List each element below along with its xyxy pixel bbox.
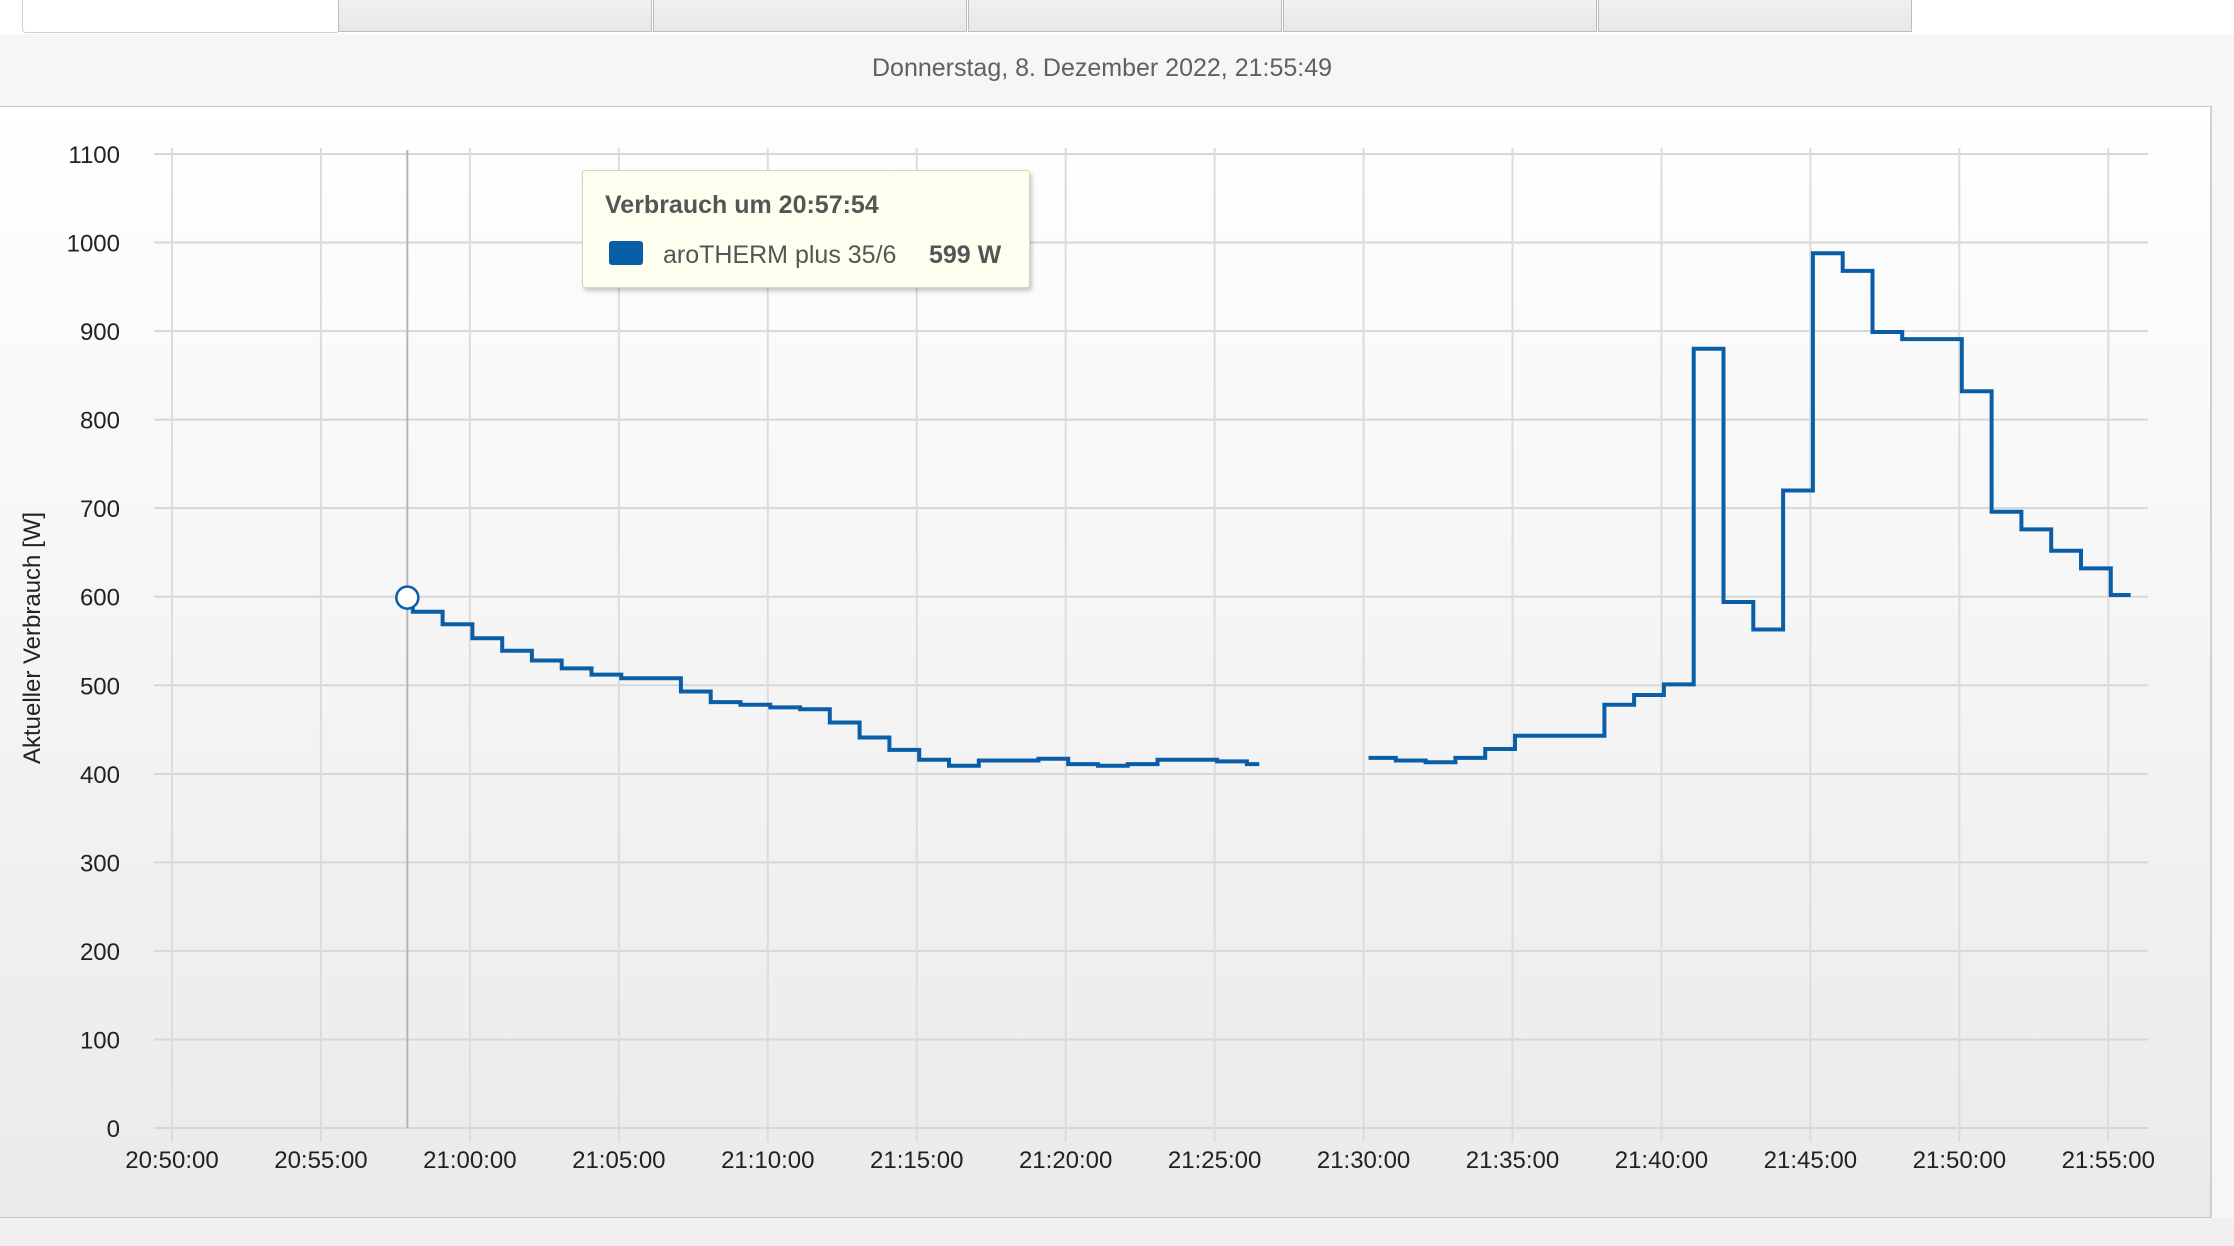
series-line-segment xyxy=(1368,251,2131,765)
y-tick-label: 600 xyxy=(80,585,120,612)
period-tabs xyxy=(338,0,1913,32)
y-tick-label: 1100 xyxy=(68,142,120,169)
y-axis-label: Aktueller Verbrauch [W] xyxy=(19,512,46,764)
chart-timestamp: Donnerstag, 8. Dezember 2022, 21:55:49 xyxy=(871,54,1333,82)
tab-1[interactable] xyxy=(338,0,652,32)
x-tick-label: 21:45:00 xyxy=(1764,1147,1857,1174)
series-swatch xyxy=(609,241,643,265)
y-tick-label: 900 xyxy=(80,319,120,346)
hover-layer xyxy=(395,150,420,1128)
x-tick-label: 21:30:00 xyxy=(1317,1147,1410,1174)
x-tick-label: 21:55:00 xyxy=(2062,1147,2155,1174)
x-tick-label: 20:50:00 xyxy=(125,1147,218,1174)
x-tick-label: 21:05:00 xyxy=(572,1147,665,1174)
y-tick-label: 1000 xyxy=(67,231,120,258)
chart-panel xyxy=(0,106,2212,1218)
x-tick-label: 21:20:00 xyxy=(1019,1147,1112,1174)
series-line-segment xyxy=(407,595,1260,768)
tooltip: Verbrauch um 20:57:54 aroTHERM plus 35/6… xyxy=(582,170,1030,288)
y-tick-label: 300 xyxy=(80,850,120,877)
x-tick-label: 21:40:00 xyxy=(1615,1147,1708,1174)
y-tick-label: 700 xyxy=(80,496,120,523)
bottom-strip xyxy=(0,1218,2234,1246)
tooltip-title: Verbrauch um 20:57:54 xyxy=(605,191,879,219)
x-tick-label: 21:50:00 xyxy=(1913,1147,2006,1174)
y-tick-label: 100 xyxy=(80,1027,120,1054)
x-tick-labels: 20:50:00 20:55:00 21:00:00 21:05:00 21:10:00… xyxy=(125,1147,2155,1174)
x-tick-label: 21:10:00 xyxy=(721,1147,814,1174)
x-tick-label: 21:00:00 xyxy=(423,1147,516,1174)
y-tick-labels: 0 100 200 300 400 500 600 700 800 900 1000 1100 xyxy=(67,142,120,1143)
tab-4[interactable] xyxy=(1283,0,1597,32)
y-tick-label: 800 xyxy=(80,408,120,435)
tab-5[interactable] xyxy=(1598,0,1912,32)
x-tick-label: 21:35:00 xyxy=(1466,1147,1559,1174)
y-tick-label: 200 xyxy=(80,939,120,966)
grid-lines xyxy=(154,148,2148,1142)
tooltip-value: 599 W xyxy=(929,241,1002,269)
range-selector[interactable] xyxy=(22,0,340,33)
x-tick-label: 21:25:00 xyxy=(1168,1147,1261,1174)
y-tick-label: 400 xyxy=(80,762,120,789)
x-tick-label: 21:15:00 xyxy=(870,1147,963,1174)
hover-point xyxy=(395,585,420,610)
y-tick-label: 500 xyxy=(80,673,120,700)
tooltip-series-name: aroTHERM plus 35/6 xyxy=(663,241,897,269)
tab-3[interactable] xyxy=(968,0,1282,32)
x-tick-label: 20:55:00 xyxy=(274,1147,367,1174)
y-tick-label: 0 xyxy=(107,1116,120,1143)
series-lines xyxy=(407,251,2131,768)
tab-2[interactable] xyxy=(653,0,967,32)
